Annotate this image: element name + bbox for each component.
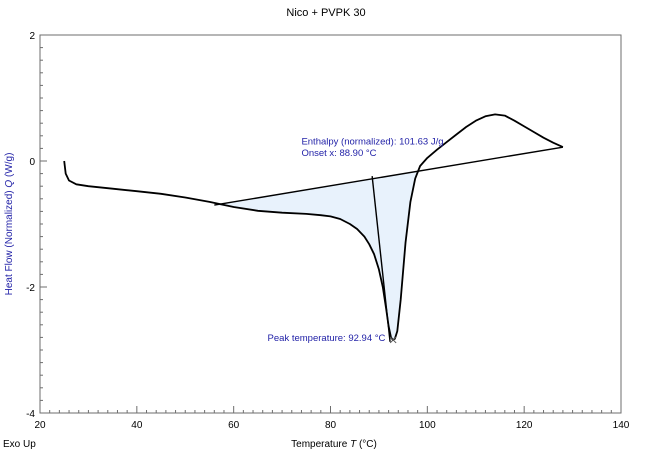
x-tick-label: 140 [613, 420, 630, 431]
y-tick-label: -4 [26, 409, 35, 420]
plot-frame [39, 34, 622, 414]
peak-marker [389, 336, 397, 344]
x-tick-label: 60 [228, 420, 240, 431]
y-tick-label: 2 [29, 31, 35, 42]
x-tick-label: 40 [131, 420, 143, 431]
x-axis-label: Temperature T (°C) [291, 439, 377, 450]
annotation-label: Peak temperature: 92.94 °C [268, 333, 386, 344]
y-tick-label: 0 [29, 157, 35, 168]
peak-area-fill [214, 171, 419, 340]
y-axis: -4 -2 0 2 [26, 31, 47, 420]
exo-up-label: Exo Up [3, 439, 36, 450]
x-tick-label: 80 [325, 420, 337, 431]
y-tick-label: -2 [26, 283, 35, 294]
chart-title: Nico + PVPK 30 [286, 7, 365, 19]
x-axis: 20 40 60 80 100 120 140 [34, 406, 630, 431]
annotation-label: Onset x: 88.90 °C [301, 148, 376, 159]
annotation-label: Enthalpy (normalized): 101.63 J/g [301, 137, 443, 148]
x-tick-label: 100 [419, 420, 436, 431]
baseline-line [214, 146, 564, 206]
x-tick-label: 120 [516, 420, 533, 431]
y-axis-label: Heat Flow (Normalized) Q (W/g) [4, 153, 15, 296]
x-tick-label: 20 [34, 420, 46, 431]
series-line-heat-flow [63, 113, 564, 341]
plot-area [39, 34, 622, 414]
